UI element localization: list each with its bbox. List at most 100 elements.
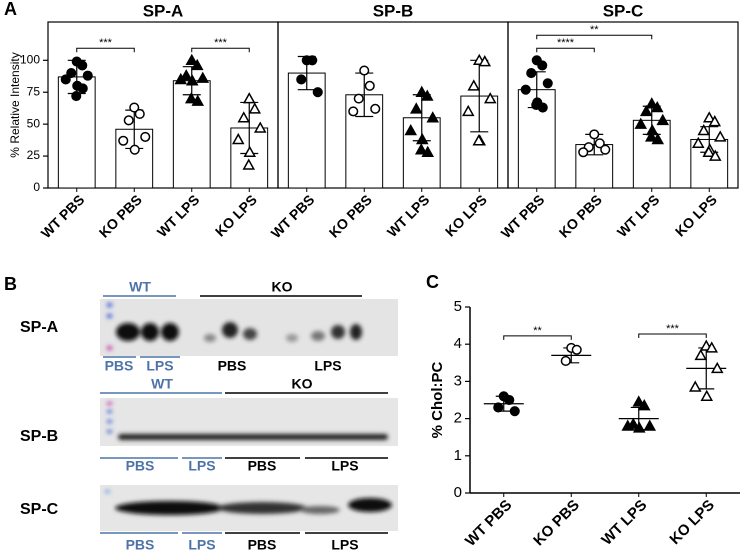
data-point <box>129 102 140 113</box>
x-tick-label: WT PBS <box>462 497 515 550</box>
data-point <box>483 92 497 104</box>
x-tick-label: WT LPS <box>384 191 433 240</box>
blot-panel: SP-A WT KO PBS LPS PBS LPS SP-B WT KO <box>20 279 398 553</box>
chart-title: SP-B <box>373 1 414 20</box>
data-point <box>426 111 440 123</box>
data-point <box>632 421 646 433</box>
blot-group-label: PBS <box>105 358 134 374</box>
data-point <box>404 123 418 136</box>
blot-group-label: WT <box>129 279 151 295</box>
data-point <box>191 94 205 106</box>
data-point <box>231 132 245 145</box>
significance-label: **** <box>557 37 575 49</box>
blot-group-label: LPS <box>331 537 358 553</box>
data-point <box>700 389 714 402</box>
y-tick-label: 2 <box>454 410 462 427</box>
data-point <box>248 102 262 114</box>
data-point <box>190 58 204 71</box>
y-tick-label: 5 <box>454 298 462 315</box>
significance-label: *** <box>214 37 228 49</box>
data-point <box>77 83 88 94</box>
x-tick-label: KO PBS <box>96 191 145 240</box>
data-point <box>651 132 665 145</box>
blot-row-label: SP-A <box>20 319 59 336</box>
data-point <box>196 71 210 83</box>
chart-title: SP-A <box>143 1 184 20</box>
data-point <box>140 131 151 142</box>
y-tick-label: 1 <box>454 447 462 464</box>
chart: % Chol:PC 0 1 2 3 4 5 WT PBS KO PBS WT LPS KO LPS *… <box>429 298 740 550</box>
data-point <box>697 123 711 136</box>
data-point <box>578 147 589 158</box>
data-point <box>650 101 664 113</box>
significance-bracket <box>191 47 250 53</box>
y-tick-label: 3 <box>454 372 462 389</box>
data-point <box>637 399 651 411</box>
data-point <box>526 68 537 79</box>
data-point <box>359 65 370 76</box>
data-point <box>467 79 481 91</box>
data-point <box>705 341 719 353</box>
data-point <box>370 103 381 114</box>
data-point <box>420 89 434 101</box>
blot-group-label: LPS <box>314 358 341 374</box>
blot-bands <box>105 490 392 515</box>
data-point <box>66 68 77 79</box>
blot-group-label: PBS <box>248 458 277 474</box>
blot-group-label: PBS <box>126 537 155 553</box>
blot-group-label: LPS <box>188 537 215 553</box>
data-point <box>493 402 504 413</box>
data-point <box>644 130 658 142</box>
chart-title: SP-C <box>603 1 644 20</box>
data-point <box>129 144 140 155</box>
data-point <box>242 158 256 170</box>
chart: SP-CWT PBS KO PBS WT LPS KO LPS****** <box>498 1 739 241</box>
significance-bracket <box>536 47 595 53</box>
data-point <box>643 419 657 431</box>
x-tick-label: KO PBS <box>556 191 605 240</box>
x-tick-label: KO LPS <box>442 191 490 239</box>
x-tick-label: KO PBS <box>530 497 583 550</box>
blot-group-label: LPS <box>146 358 173 374</box>
data-point <box>702 111 716 123</box>
data-point <box>364 80 375 91</box>
blot-group-label: KO <box>292 376 313 392</box>
data-point <box>645 97 659 109</box>
data-point <box>421 145 435 157</box>
data-point <box>634 117 648 129</box>
x-tick-label: WT PBS <box>268 191 318 241</box>
data-point <box>185 74 199 86</box>
plot-frame <box>507 21 739 189</box>
chart: SP-B WT PBS KO PBS WT LPS KO LPS <box>268 1 509 241</box>
data-point <box>708 149 722 161</box>
data-point <box>179 69 193 81</box>
blot-row-label: SP-C <box>20 501 59 518</box>
data-point <box>253 121 267 133</box>
data-point <box>118 135 129 146</box>
data-point <box>713 130 727 142</box>
data-point <box>184 92 198 104</box>
y-tick-label: 100 <box>20 52 40 66</box>
data-point <box>632 395 646 407</box>
x-tick-label: KO LPS <box>672 191 720 239</box>
data-point <box>702 145 716 157</box>
data-point <box>409 102 423 114</box>
y-axis-label: % Chol:PC <box>429 362 446 439</box>
data-point <box>174 72 188 85</box>
significance-bracket <box>638 333 707 339</box>
data-point <box>242 92 256 104</box>
significance-label: *** <box>99 37 113 49</box>
data-point <box>688 380 702 392</box>
significance-bracket <box>503 335 572 340</box>
x-tick-label: KO PBS <box>326 191 375 240</box>
y-tick-label: 0 <box>454 484 462 501</box>
y-tick-label: 25 <box>27 148 41 162</box>
x-tick-label: WT LPS <box>598 497 650 549</box>
x-tick-label: WT LPS <box>614 191 663 240</box>
data-point <box>60 74 71 85</box>
data-point <box>504 394 515 406</box>
data-point <box>710 361 724 374</box>
blot-bands <box>107 402 388 440</box>
x-tick-label: KO LPS <box>212 191 260 239</box>
